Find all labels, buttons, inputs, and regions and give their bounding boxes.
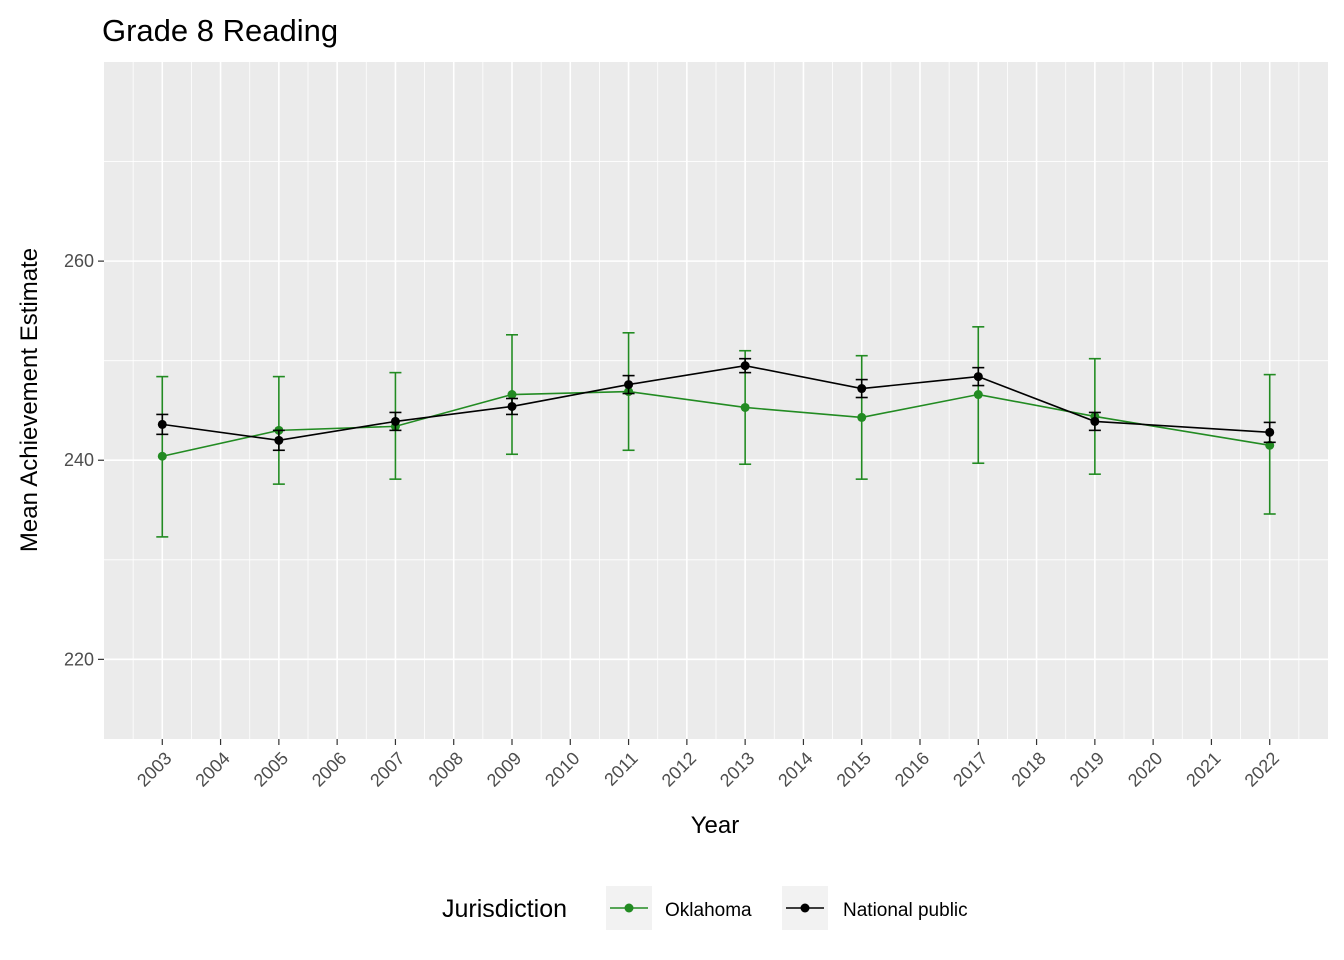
grid-major [104,62,1328,739]
x-tick-label: 2003 [133,748,175,790]
data-point [857,384,867,394]
x-tick-label: 2007 [366,748,408,790]
x-tick-label: 2009 [483,748,525,790]
data-point [390,416,400,426]
x-tick-label: 2014 [774,748,816,790]
series-1 [156,326,1276,538]
legend-label: Oklahoma [665,900,752,921]
x-tick-label: 2022 [1241,748,1283,790]
data-point [157,419,167,429]
series-layer [156,326,1276,538]
legend-key-point [624,903,634,913]
legend-label: National public [843,900,968,921]
series-line [162,390,1270,458]
series-2 [156,357,1276,452]
legend: Jurisdiction Oklahoma National public [442,886,968,930]
y-axis: 220 240 260 [64,251,104,669]
legend-item-2: National public [782,886,968,930]
x-tick-label: 2018 [1007,748,1049,790]
legend-item-1: Oklahoma [606,886,752,930]
x-tick-label: 2013 [716,748,758,790]
chart-title: Grade 8 Reading [102,13,338,48]
y-axis-title: Mean Achievement Estimate [16,248,43,552]
x-axis-title: Year [691,812,740,839]
data-point [507,401,517,411]
x-tick-label: 2008 [425,748,467,790]
x-tick-label: 2017 [949,748,991,790]
data-point [274,435,284,445]
y-tick-label: 220 [64,649,94,669]
data-point [1265,427,1275,437]
x-tick-label: 2004 [191,748,233,790]
x-tick-label: 2011 [600,748,642,790]
x-tick-label: 2021 [1182,748,1224,790]
x-tick-label: 2012 [658,748,700,790]
series-line [162,364,1270,442]
x-axis: 2003 2004 2005 2006 2007 2008 2009 2010 2011 2012… [133,739,1283,791]
data-point [740,402,750,412]
x-tick-label: 2016 [891,748,933,790]
data-point [740,361,750,371]
x-tick-label: 2005 [250,748,292,790]
data-point [973,372,983,382]
legend-key-point [800,903,810,913]
data-point [157,451,167,461]
data-point [973,390,983,400]
y-tick-label: 260 [64,251,94,271]
x-tick-label: 2010 [541,748,583,790]
data-point [507,390,517,400]
data-point [624,380,634,390]
x-tick-label: 2006 [308,748,350,790]
data-point [857,412,867,422]
x-tick-label: 2020 [1124,748,1166,790]
data-point [1090,416,1100,426]
x-tick-label: 2019 [1066,748,1108,790]
y-tick-label: 240 [64,450,94,470]
x-tick-label: 2015 [833,748,875,790]
legend-title: Jurisdiction [442,895,567,923]
